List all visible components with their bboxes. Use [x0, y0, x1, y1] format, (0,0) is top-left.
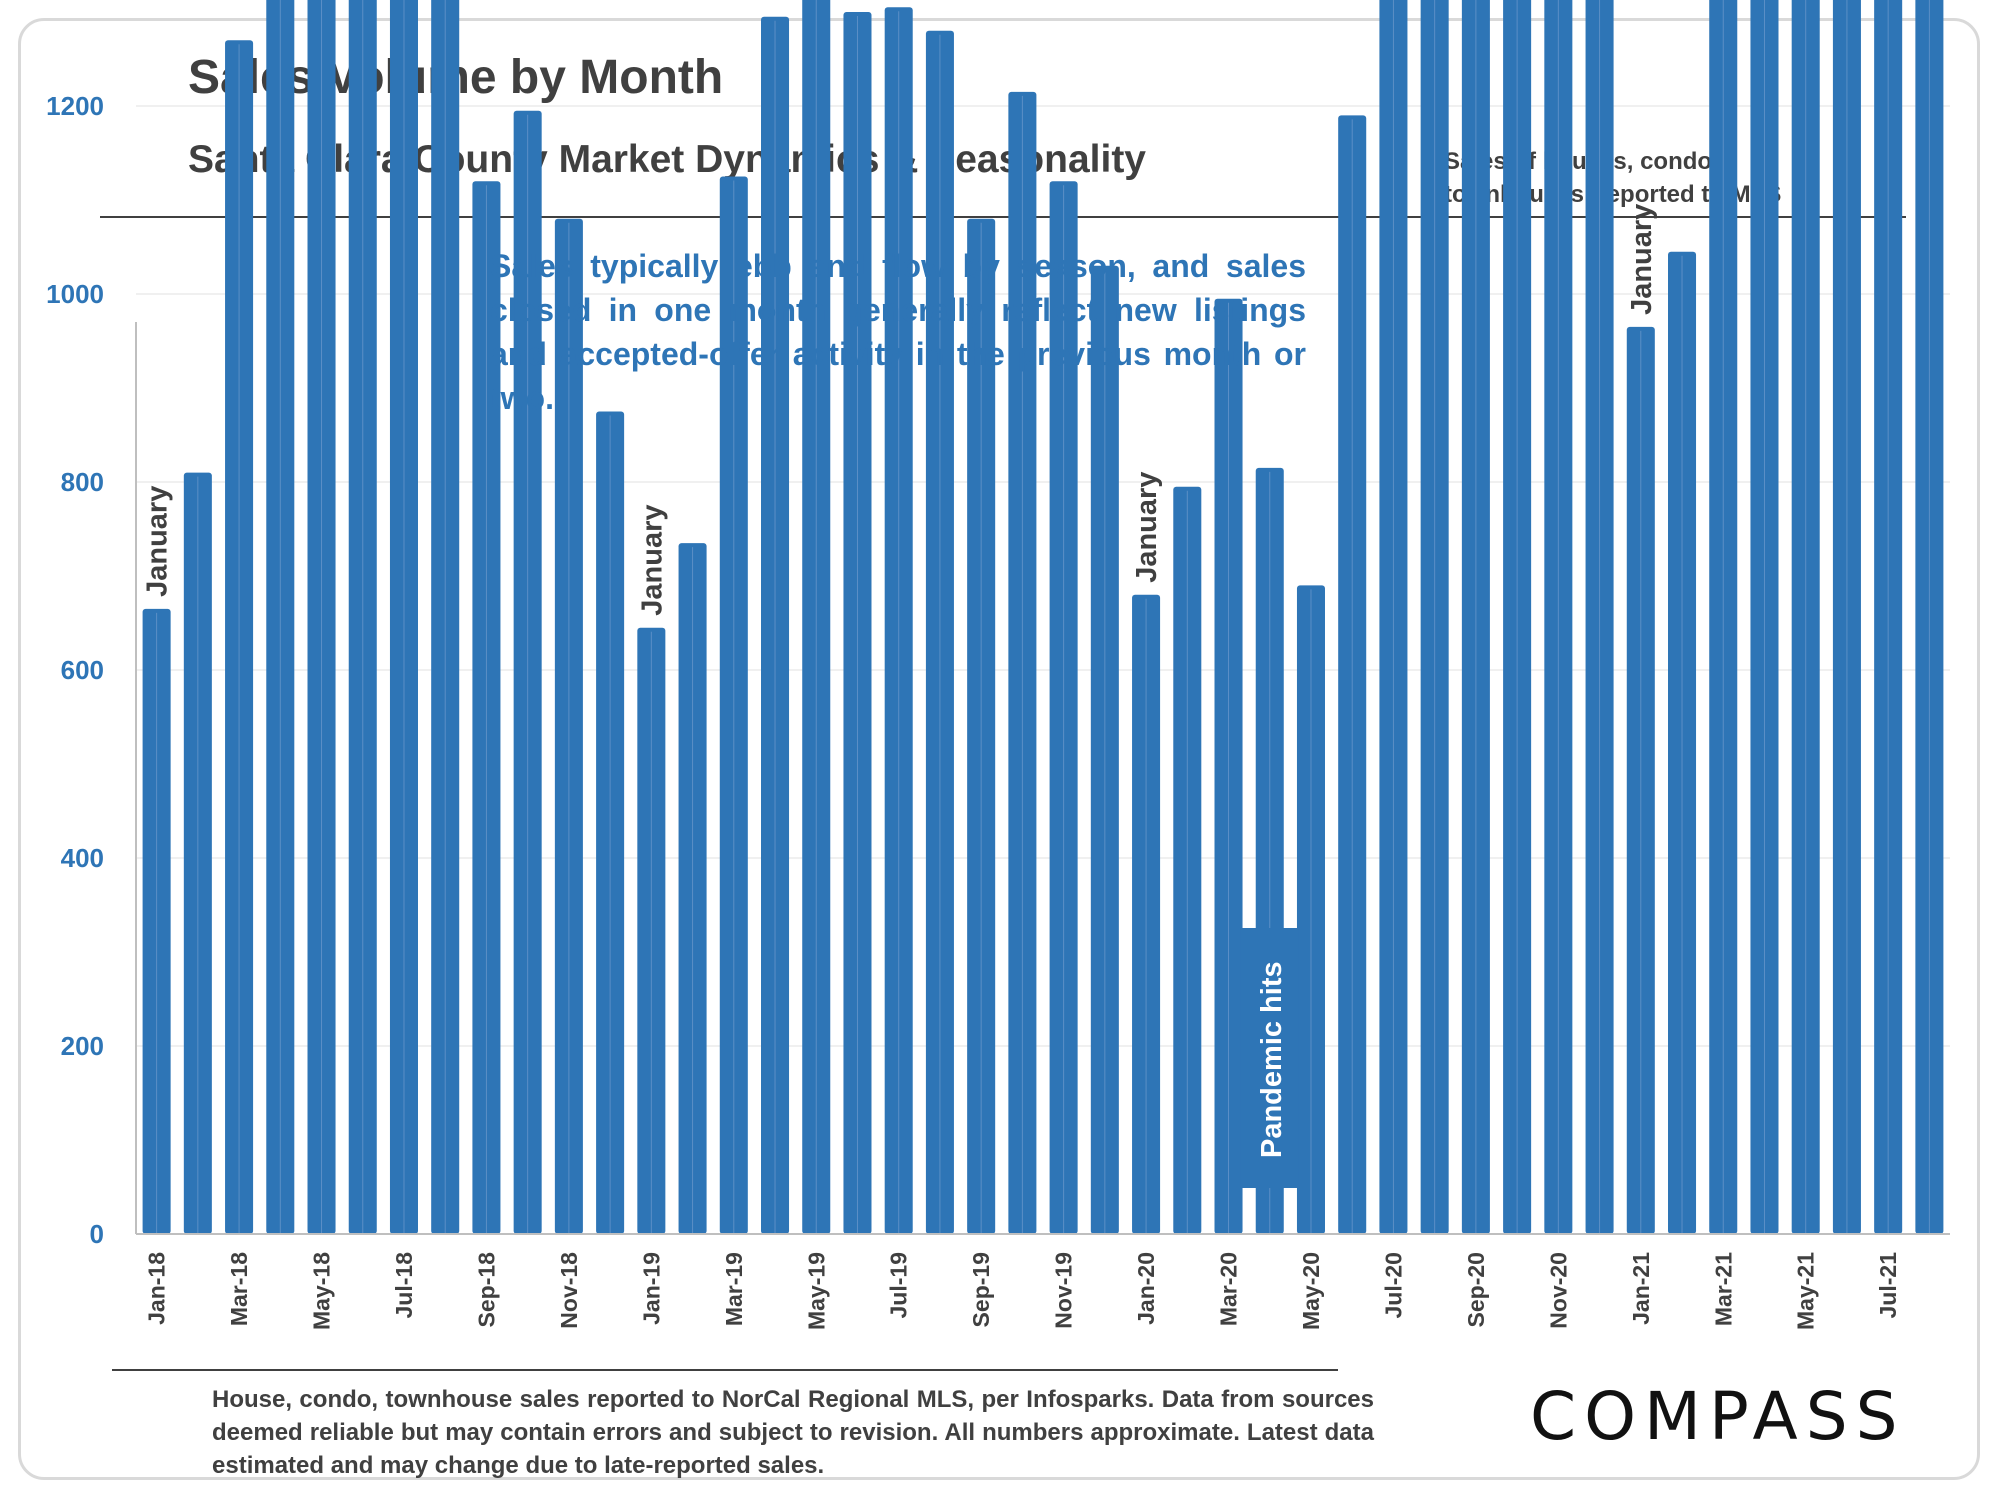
footer-divider [112, 1369, 1338, 1371]
x-tick-label: Jul-20 [1380, 1252, 1406, 1318]
x-tick-label: Sep-18 [473, 1252, 499, 1328]
header-divider [100, 216, 1906, 218]
x-tick-label: Mar-21 [1710, 1252, 1736, 1326]
chart-annotations: JanuaryJanuaryJanuaryJanuaryMay2018May20… [142, 204, 1658, 1188]
annotation-january: January [1131, 472, 1163, 583]
x-tick-label: Nov-18 [556, 1252, 582, 1329]
axes [135, 322, 1950, 1235]
x-tick-label: Jul-19 [886, 1252, 912, 1318]
y-tick-label: 400 [61, 843, 104, 873]
chart-subtitle: Santa Clara County Market Dynamics & Sea… [188, 138, 1146, 181]
x-tick-label: Jan-19 [638, 1252, 664, 1325]
y-tick-label: 200 [61, 1031, 104, 1061]
annotation-january: January [1626, 204, 1658, 315]
y-tick-label: 0 [90, 1219, 104, 1249]
x-tick-label: Jan-21 [1628, 1252, 1654, 1325]
y-tick-label: 1200 [46, 91, 104, 121]
seasonality-note: Sales typically ebb and flow by season, … [490, 248, 1306, 416]
source-footnote: House, condo, townhouse sales reported t… [212, 1386, 1374, 1479]
x-tick-label: May-19 [803, 1252, 829, 1330]
x-tick-label: Mar-18 [226, 1252, 252, 1326]
x-tick-label: Jul-18 [391, 1252, 417, 1319]
x-tick-label: Jan-18 [144, 1252, 170, 1325]
x-axis-labels: Jan-18 Mar-18 May-18 Jul-18 Sep-18 Nov-18 Jan-… [144, 1252, 1902, 1330]
x-tick-label: May-21 [1793, 1252, 1819, 1330]
y-tick-label: 800 [61, 467, 104, 497]
x-tick-label: Nov-20 [1545, 1252, 1571, 1329]
x-tick-label: Sep-19 [968, 1252, 994, 1327]
y-tick-label: 1000 [46, 279, 104, 309]
x-tick-label: May-18 [309, 1252, 335, 1330]
bars [142, 0, 1944, 1235]
annotation-january: January [636, 504, 668, 615]
pandemic-callout-box [1240, 928, 1299, 1188]
y-axis-labels: 020040060080010001200140016001800 [46, 91, 104, 1249]
annotation-pandemic: Pandemic hits [1256, 961, 1288, 1158]
x-tick-label: Mar-20 [1216, 1252, 1242, 1326]
x-tick-label: Sep-20 [1463, 1252, 1489, 1327]
x-tick-label: Mar-19 [721, 1252, 747, 1326]
annotation-january: January [142, 486, 174, 597]
y-tick-label: 600 [61, 655, 104, 685]
x-tick-label: May-20 [1298, 1252, 1324, 1330]
compass-logo: COMPASS [1530, 1378, 1906, 1455]
x-tick-label: Jan-20 [1133, 1252, 1159, 1325]
x-tick-label: Jul-21 [1875, 1252, 1901, 1319]
x-tick-label: Nov-19 [1051, 1252, 1077, 1329]
